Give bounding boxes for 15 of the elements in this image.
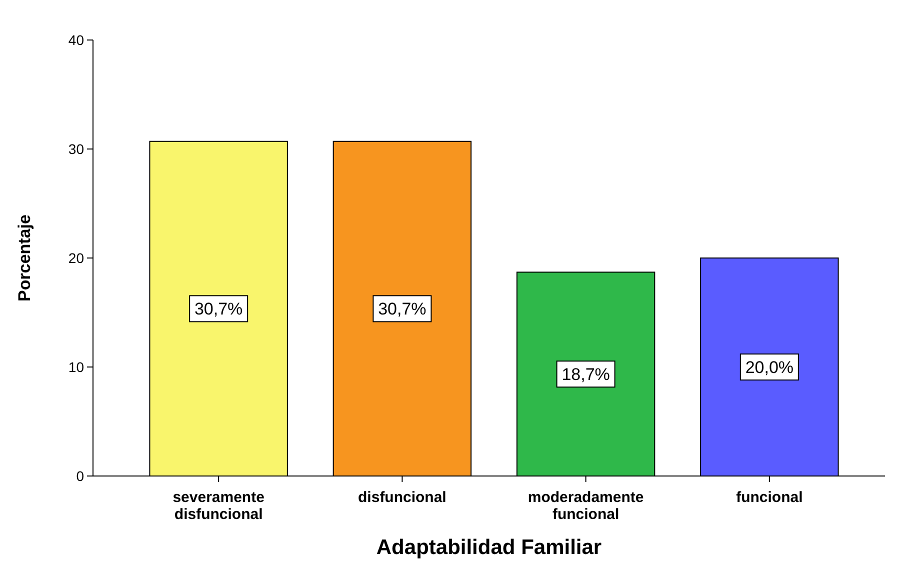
data-label: 20,0% (745, 358, 794, 377)
y-tick-label: 0 (76, 468, 84, 484)
x-tick-label: moderadamente funcional (528, 489, 644, 523)
y-tick-label: 20 (68, 250, 84, 266)
data-label: 18,7% (562, 365, 610, 384)
data-label: 30,7% (194, 300, 243, 319)
y-tick-label: 30 (68, 140, 84, 157)
x-tick-label: funcional (736, 489, 803, 506)
data-label: 30,7% (378, 300, 426, 319)
x-tick-label: disfuncional (358, 489, 446, 506)
y-tick-label: 10 (68, 358, 84, 375)
x-axis-title: Adaptabilidad Familiar (376, 536, 602, 559)
x-tick-label: severamente disfuncional (172, 489, 264, 523)
y-tick-label: 40 (68, 32, 84, 48)
y-axis-title: Porcentaje (15, 214, 34, 302)
